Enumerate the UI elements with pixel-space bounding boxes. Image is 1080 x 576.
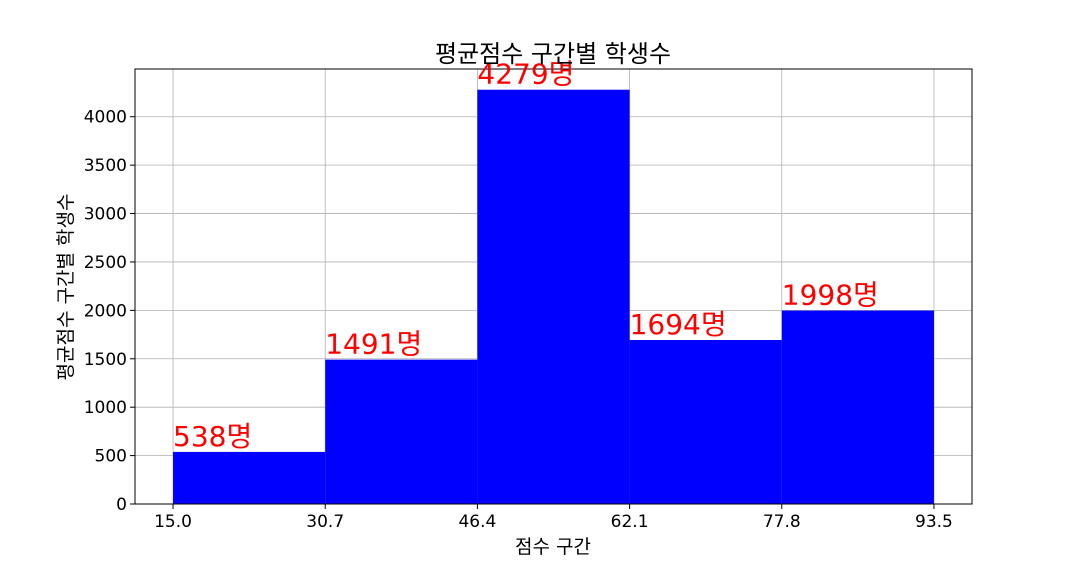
x-tick-label: 62.1 — [611, 512, 649, 532]
bar — [173, 451, 326, 504]
y-tick-label: 2500 — [84, 253, 127, 273]
plot-frame — [134, 68, 973, 505]
bars — [173, 89, 934, 504]
ticks: 15.0 30.7 46.4 62.1 77.8 93.5 0 500 1000 1500 2000… — [84, 108, 953, 532]
y-tick-label: 1000 — [84, 398, 127, 418]
data-label: 1491명 — [325, 328, 422, 361]
x-tick-label: 77.8 — [763, 512, 801, 532]
bar — [477, 89, 630, 504]
y-axis-label: 평균점수 구간별 학생수 — [55, 194, 77, 381]
y-tick-label: 1500 — [84, 350, 127, 370]
bar — [629, 339, 782, 504]
y-tick-label: 3000 — [84, 205, 127, 225]
x-tick-label: 93.5 — [915, 512, 953, 532]
y-tick-label: 0 — [116, 495, 127, 515]
bar — [781, 310, 934, 504]
y-tick-label: 3500 — [84, 156, 127, 176]
bar — [325, 359, 478, 504]
chart-title: 평균점수 구간별 학생수 — [435, 40, 671, 68]
x-tick-label: 30.7 — [306, 512, 344, 532]
y-tick-label: 2000 — [84, 301, 127, 321]
data-labels: 538명 1491명 4279명 1694명 1998명 — [173, 58, 879, 453]
y-tick-label: 4000 — [84, 108, 127, 128]
x-tick-label: 46.4 — [458, 512, 496, 532]
x-tick-label: 15.0 — [154, 512, 192, 532]
y-tick-label: 500 — [95, 447, 127, 467]
data-label: 1998명 — [782, 279, 879, 312]
data-label: 538명 — [173, 420, 252, 453]
x-axis-label: 점수 구간 — [515, 536, 591, 558]
data-label: 4279명 — [477, 58, 574, 91]
data-label: 1694명 — [630, 308, 727, 341]
